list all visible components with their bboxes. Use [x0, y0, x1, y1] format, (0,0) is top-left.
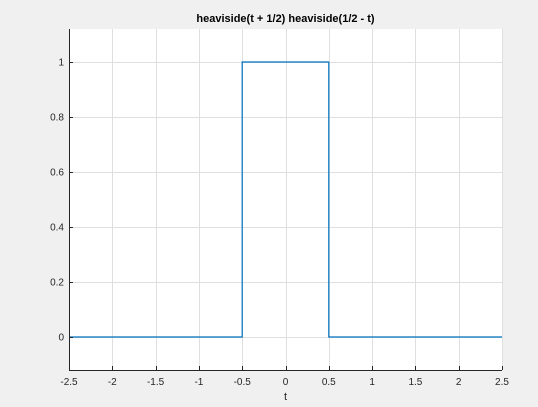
y-tick-label: 1	[58, 58, 64, 69]
y-tick-label: 0	[58, 333, 64, 344]
series-line	[69, 61, 502, 338]
y-axis-ticks: 0 0.2 0.4 0.6 0.8 1	[50, 58, 73, 344]
x-tick-label: 1.5	[408, 377, 422, 388]
x-axis-label: t	[284, 391, 287, 403]
x-tick-label: -1	[194, 377, 203, 388]
x-tick-label: -0.5	[234, 377, 252, 388]
y-tick-label: 0.6	[50, 168, 64, 179]
axes-background	[69, 29, 502, 370]
x-tick-label: 2	[456, 377, 462, 388]
y-tick-label: 0.2	[50, 278, 64, 289]
x-tick-label: 2.5	[495, 377, 509, 388]
x-tick-label: 0.5	[322, 377, 336, 388]
x-tick-label: -2	[108, 377, 117, 388]
x-tick-label: 0	[283, 377, 289, 388]
axes-frame	[69, 29, 502, 371]
x-tick-label: 1	[369, 377, 375, 388]
series-layer	[69, 61, 502, 338]
y-tick-label: 0.4	[50, 223, 64, 234]
y-tick-label: 0.8	[50, 113, 64, 124]
x-axis-ticks: -2.5 -2 -1.5 -1 -0.5 0 0.5 1 1.5 2 2.5	[60, 366, 509, 388]
x-tick-label: -2.5	[60, 377, 78, 388]
x-tick-label: -1.5	[147, 377, 165, 388]
chart-title: heaviside(t + 1/2) heaviside(1/2 - t)	[196, 13, 375, 25]
